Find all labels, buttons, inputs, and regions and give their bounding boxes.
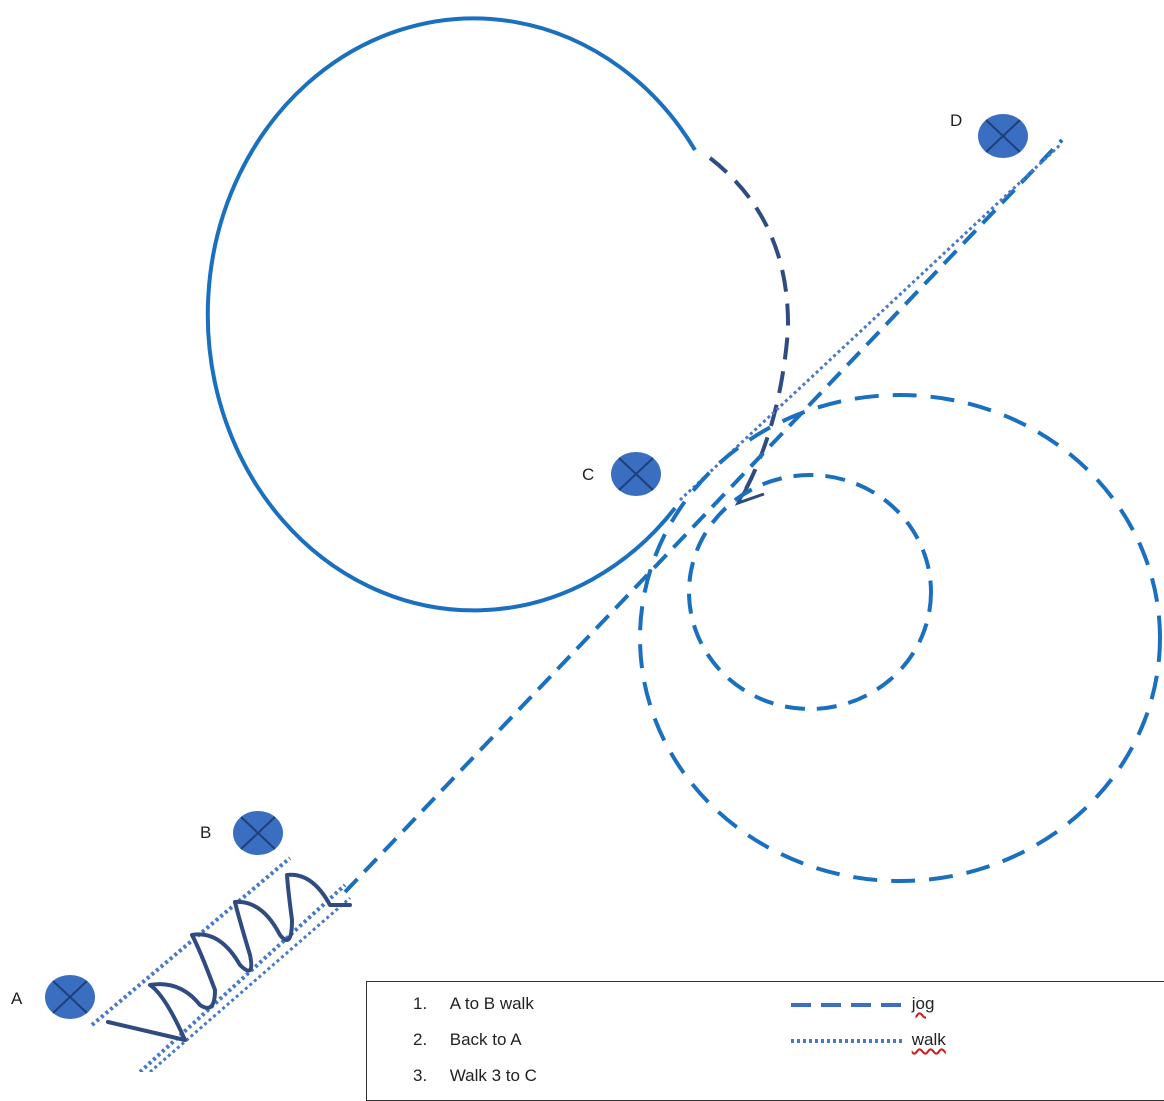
legend: 1. A to B walk 2. Back to A 3. Walk 3 to… [366, 981, 1164, 1101]
walk-dotted-line-2 [138, 883, 347, 1072]
legend-key-jog: jog [791, 994, 934, 1020]
diagram-canvas: A B C D [11, 16, 1162, 1072]
legend-item-2: 2. Back to A [413, 1030, 522, 1056]
long-dashed-jog-line [343, 138, 1064, 894]
legend-item-number: 2. [413, 1030, 428, 1049]
marker-b: B [200, 811, 283, 855]
dashed-line-swatch [791, 1002, 903, 1007]
inner-dashed-circle [687, 473, 933, 711]
zigzag-walk-path [106, 872, 352, 1042]
marker-a: A [11, 975, 95, 1019]
legend-item-text: Walk 3 to C [449, 1066, 537, 1085]
dark-dashed-arrowhead [734, 477, 765, 506]
legend-item-number: 3. [413, 1066, 428, 1085]
large-solid-circle [205, 16, 697, 613]
legend-item-3: 3. Walk 3 to C [413, 1066, 537, 1092]
marker-a-label: A [11, 989, 23, 1008]
legend-item-text: A to B walk [449, 994, 534, 1013]
marker-d: D [950, 111, 1028, 158]
legend-key-label: walk [911, 1030, 946, 1049]
legend-item-text: Back to A [449, 1030, 522, 1049]
walk-dotted-line-1 [90, 856, 292, 1027]
dark-dashed-arc [708, 156, 791, 501]
legend-item-1: 1. A to B walk [413, 994, 534, 1020]
legend-key-walk: walk [791, 1030, 946, 1056]
legend-key-label: jog [911, 994, 935, 1013]
marker-c-label: C [582, 465, 594, 484]
marker-d-label: D [950, 111, 962, 130]
dotted-line-swatch [791, 1038, 903, 1043]
legend-item-number: 1. [413, 994, 428, 1013]
walk-dotted-line-3 [149, 896, 351, 1072]
marker-b-label: B [200, 823, 211, 842]
upper-dotted-line [678, 143, 1062, 502]
marker-c: C [582, 452, 661, 496]
outer-dashed-circle [638, 393, 1162, 883]
